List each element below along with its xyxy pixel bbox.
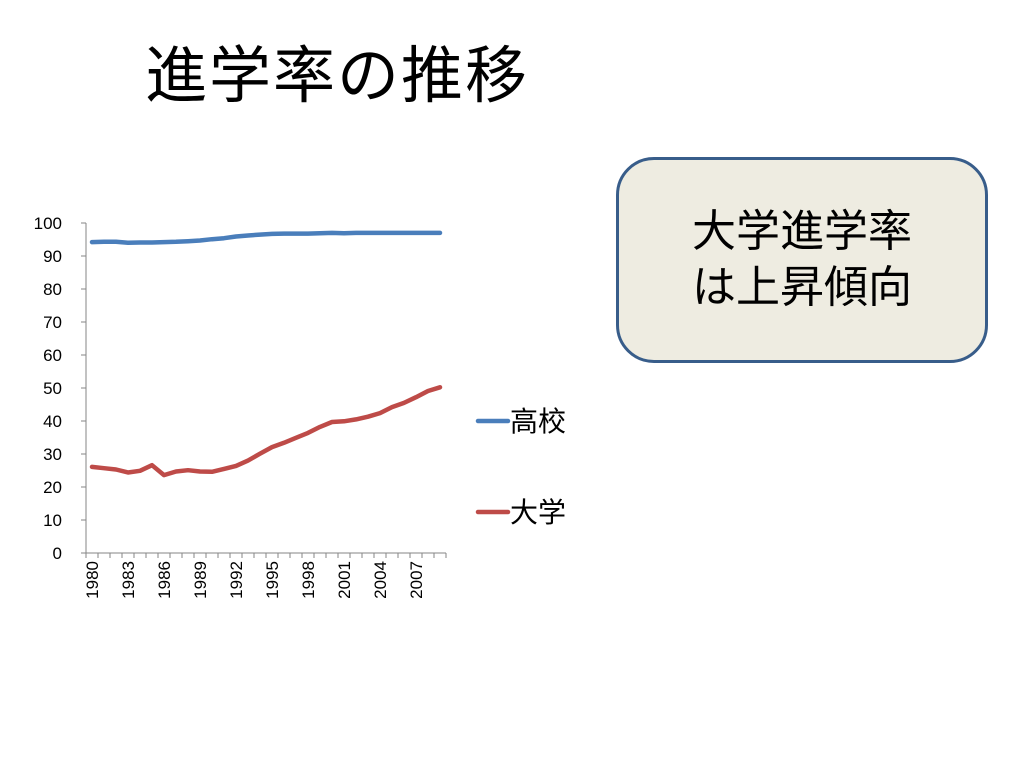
x-tick-label: 2004 (371, 561, 390, 599)
y-tick-label: 60 (43, 346, 62, 365)
x-tick-label: 1989 (191, 561, 210, 599)
series-line-2 (89, 385, 443, 478)
y-tick-label: 100 (34, 214, 62, 233)
y-tick-label: 70 (43, 313, 62, 332)
x-tick-label: 2007 (407, 561, 426, 599)
x-tick-label: 1980 (83, 561, 102, 599)
x-tick-label: 2001 (335, 561, 354, 599)
series-line-1 (89, 230, 443, 246)
y-tick-label: 80 (43, 280, 62, 299)
x-tick-label: 1983 (119, 561, 138, 599)
slide-title: 進学率の推移 (145, 39, 530, 112)
y-tick-label: 40 (43, 412, 62, 431)
x-tick-label: 1986 (155, 561, 174, 599)
y-tick-label: 50 (43, 379, 62, 398)
y-tick-label: 0 (53, 544, 62, 563)
callout-line-1: 大学進学率 (692, 206, 912, 257)
y-tick-label: 20 (43, 478, 62, 497)
x-tick-label: 1998 (299, 561, 318, 599)
y-tick-label: 30 (43, 445, 62, 464)
legend-label-1: 高校 (510, 405, 566, 438)
y-tick-label: 10 (43, 511, 62, 530)
callout-box: 大学進学率 は上昇傾向 (616, 157, 988, 363)
callout-line-2: は上昇傾向 (692, 262, 912, 313)
x-tick-label: 1995 (263, 561, 282, 599)
x-tick-label: 1992 (227, 561, 246, 599)
legend-label-2: 大学 (510, 496, 566, 529)
y-tick-label: 90 (43, 247, 62, 266)
